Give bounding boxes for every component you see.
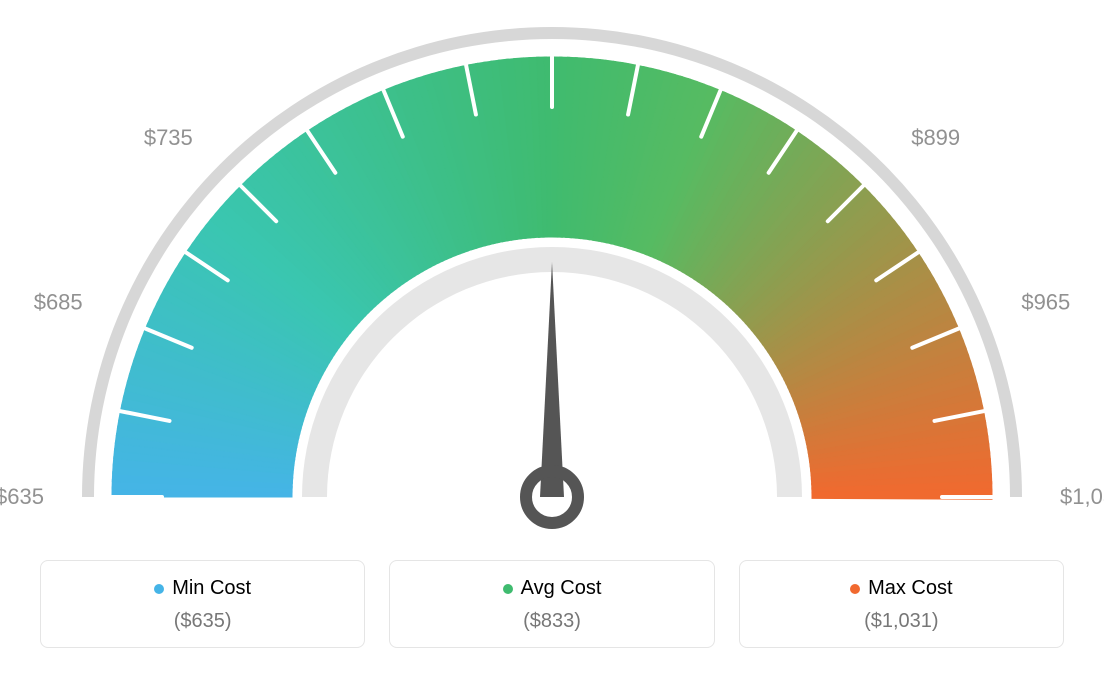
legend-max-text: Max Cost <box>868 577 952 600</box>
legend-min-value: ($635) <box>41 610 364 633</box>
legend-max-box: Max Cost ($1,031) <box>739 560 1064 648</box>
legend-min-box: Min Cost ($635) <box>40 560 365 648</box>
gauge-tick-label: $685 <box>34 290 83 315</box>
legend-max-label: Max Cost <box>850 577 952 600</box>
legend-avg-label: Avg Cost <box>503 577 602 600</box>
gauge-tick-label: $833 <box>528 0 577 1</box>
gauge-tick-label: $635 <box>0 484 44 509</box>
legend-min-dot <box>154 584 164 594</box>
legend-avg-dot <box>503 584 513 594</box>
legend-avg-text: Avg Cost <box>521 577 602 600</box>
legend-min-label: Min Cost <box>154 577 251 600</box>
gauge-tick-label: $1,031 <box>1060 484 1104 509</box>
cost-gauge-chart: $635 $685 $735 $833 $899 $965 $1,031 Min Cost … <box>0 0 1104 690</box>
legend-min-text: Min Cost <box>172 577 251 600</box>
legend-max-value: ($1,031) <box>740 610 1063 633</box>
gauge-needle <box>540 262 564 497</box>
gauge-svg: $635 $685 $735 $833 $899 $965 $1,031 <box>0 0 1104 560</box>
gauge-tick-label: $965 <box>1021 290 1070 315</box>
gauge-area: $635 $685 $735 $833 $899 $965 $1,031 <box>0 0 1104 560</box>
legend-row: Min Cost ($635) Avg Cost ($833) Max Cost… <box>0 560 1104 648</box>
legend-max-dot <box>850 584 860 594</box>
gauge-tick-label: $899 <box>911 125 960 150</box>
gauge-tick-label: $735 <box>144 125 193 150</box>
legend-avg-value: ($833) <box>390 610 713 633</box>
legend-avg-box: Avg Cost ($833) <box>389 560 714 648</box>
